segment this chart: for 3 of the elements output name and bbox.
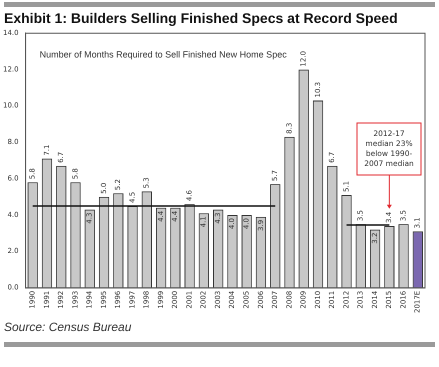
chart-title: Exhibit 1: Builders Selling Finished Specs at Record Speed: [3, 9, 399, 26]
text: Number of Months Required to Sell Finished New Home Spec: [40, 50, 288, 60]
source-note: Source: Census Bureau: [3, 319, 132, 334]
